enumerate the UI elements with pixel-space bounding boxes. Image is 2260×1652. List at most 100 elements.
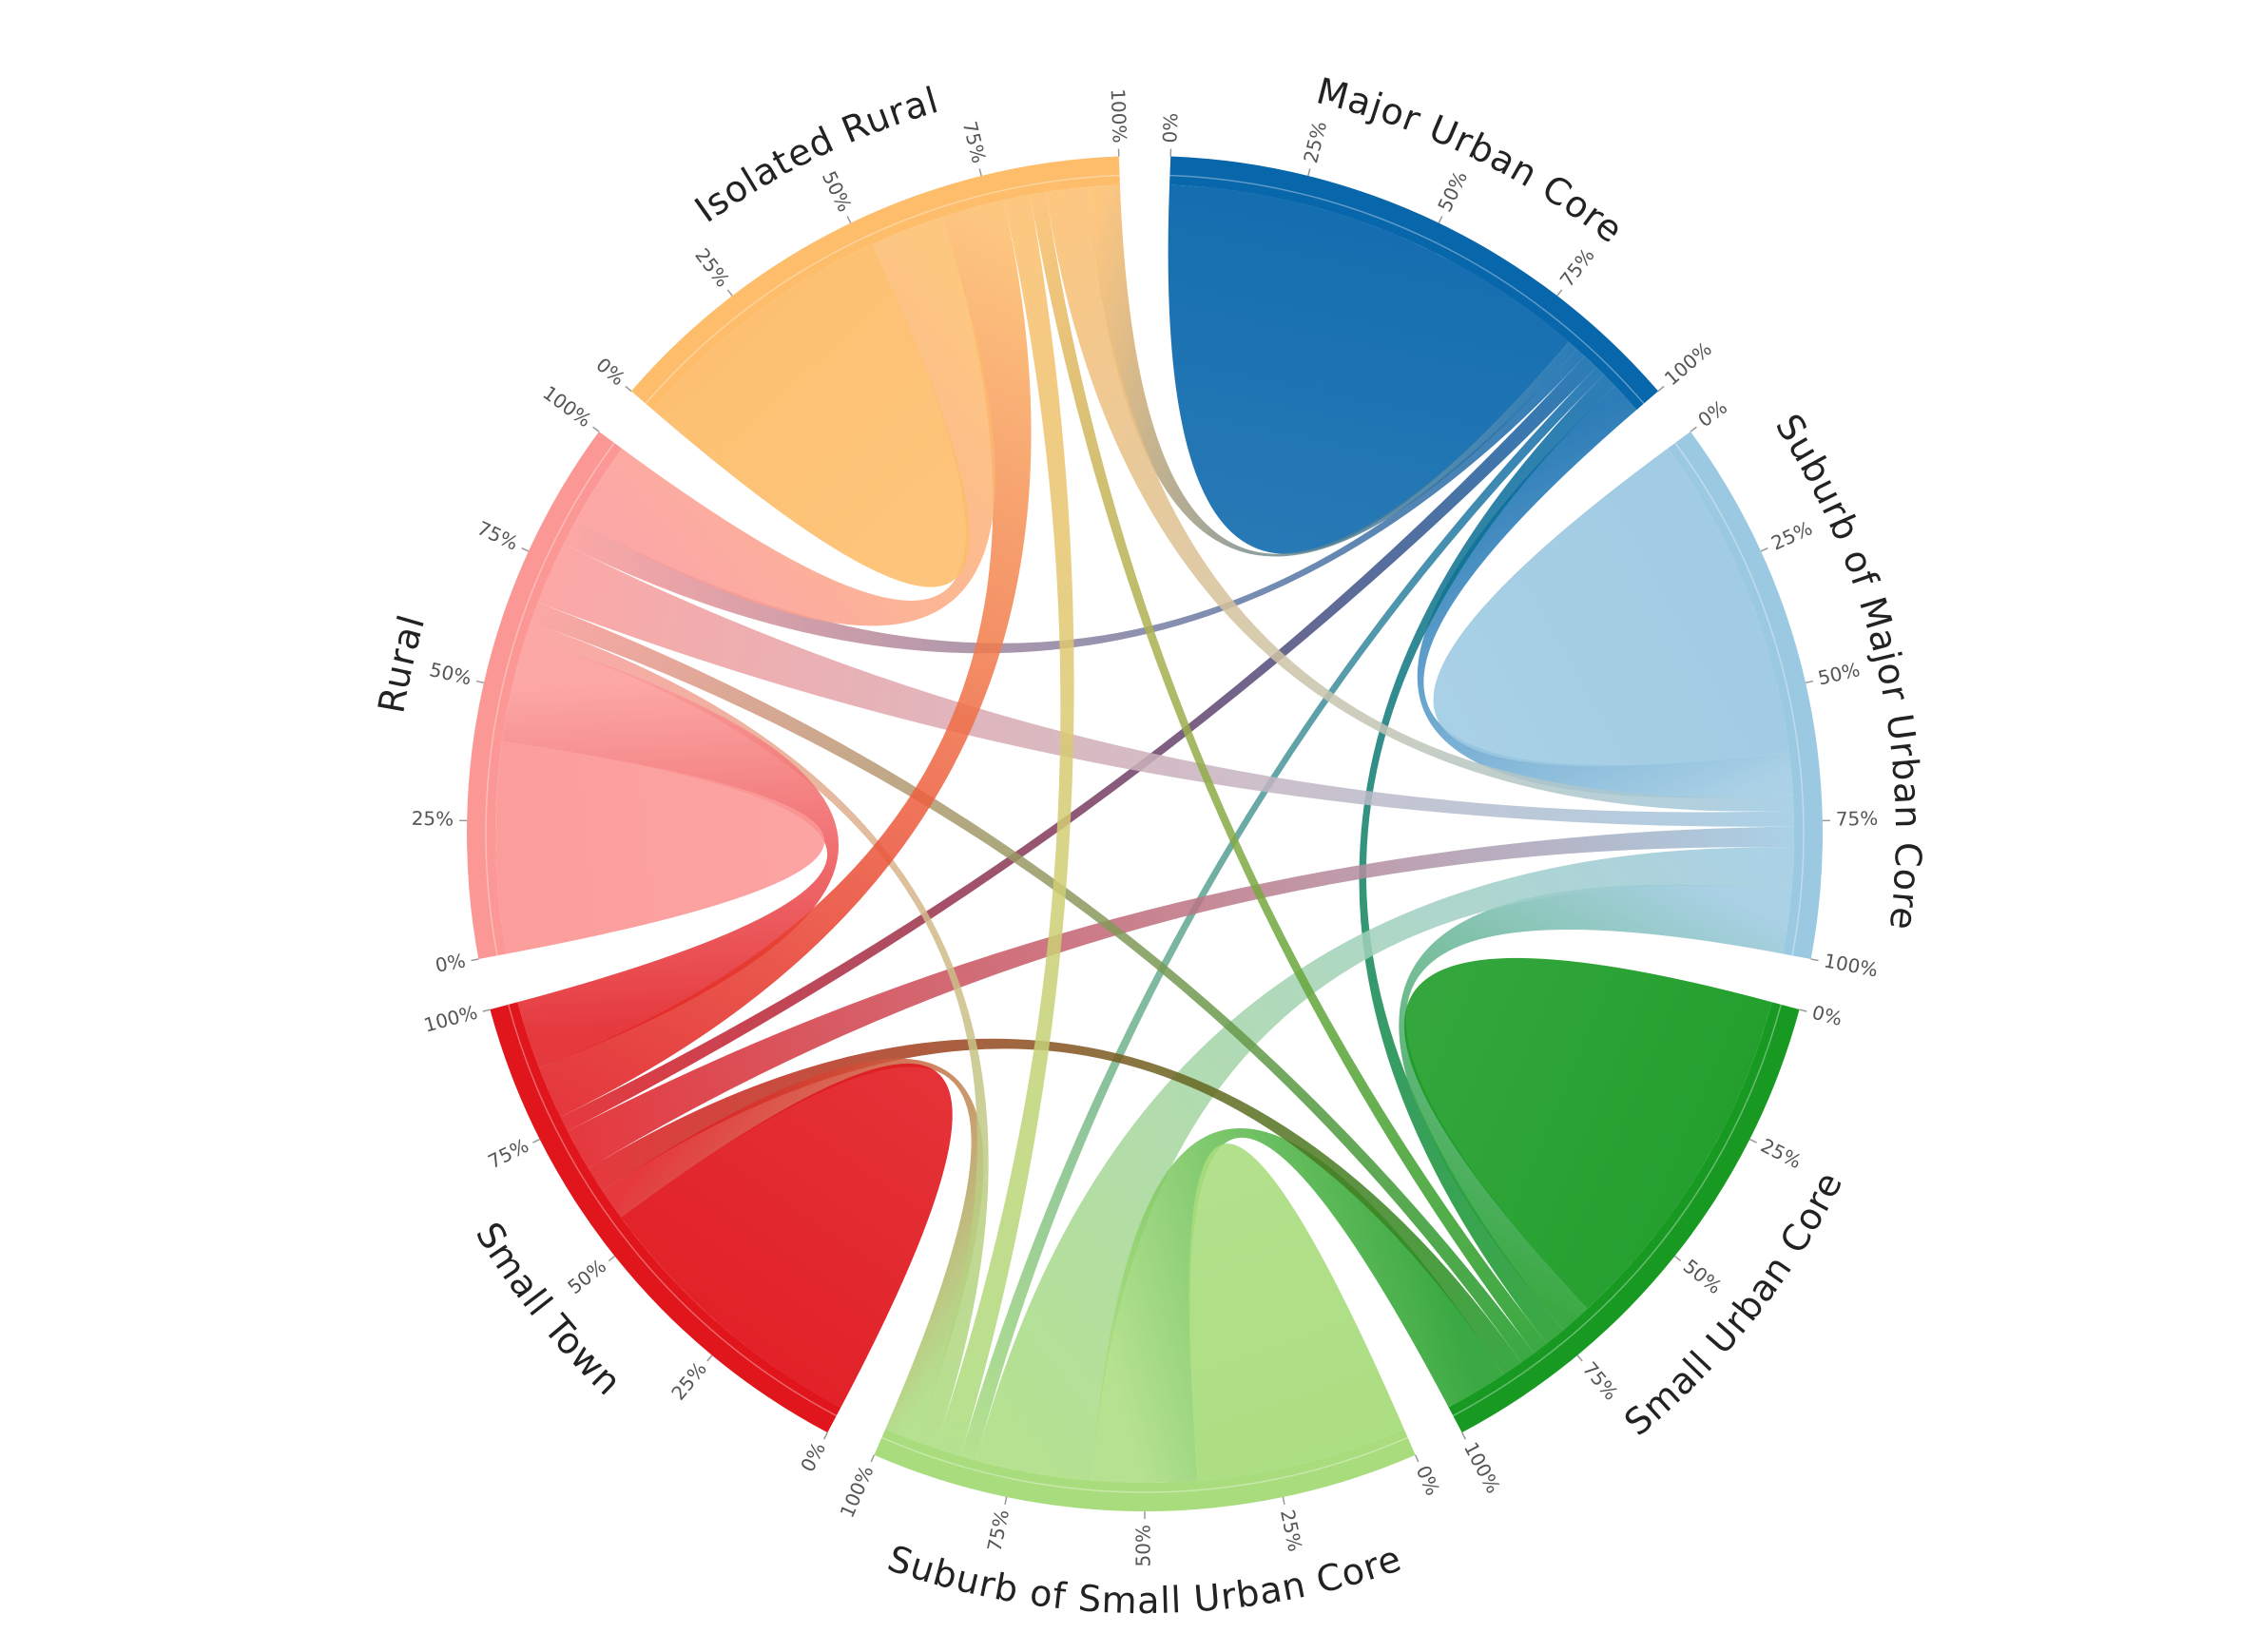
chord: [602, 1058, 984, 1441]
tick-mark: [1657, 385, 1665, 393]
tick-label: 75%: [484, 1134, 531, 1173]
tick-label: 50%: [428, 658, 474, 689]
tick-mark: [475, 680, 485, 684]
chord: [652, 243, 970, 587]
chord: [575, 217, 995, 626]
tick-mark: [822, 1431, 829, 1440]
tick-label: 100%: [836, 1462, 879, 1521]
chord: [935, 194, 1074, 1456]
chord: [1403, 957, 1772, 1309]
tick-mark: [706, 1354, 713, 1362]
tick-mark: [1799, 1008, 1807, 1012]
tick-mark: [521, 547, 530, 552]
group-arc-inner-line: [485, 442, 615, 956]
tick-mark: [1004, 1496, 1008, 1506]
tick-label: 25%: [1757, 1134, 1805, 1173]
tick-mark: [1673, 1255, 1682, 1262]
tick-mark: [608, 1255, 616, 1262]
group-arc: [467, 432, 623, 960]
tick-label: 75%: [982, 1508, 1014, 1553]
chord: [1399, 884, 1792, 1331]
tick-label: 50%: [818, 167, 857, 215]
tick-mark: [1805, 680, 1814, 684]
tick-mark: [625, 385, 632, 393]
group-arc: [490, 1002, 841, 1433]
tick-mark: [1760, 547, 1768, 552]
tick-mark: [1414, 1454, 1420, 1463]
chord: [620, 1063, 953, 1408]
group-arc: [1667, 432, 1823, 960]
tick-label: 50%: [1816, 658, 1863, 689]
chord: [537, 544, 1794, 827]
tick-mark: [1810, 958, 1819, 962]
tick-label: 0%: [434, 949, 468, 976]
tick-label: 50%: [1679, 1255, 1727, 1298]
tick-label: 0%: [591, 353, 629, 390]
tick-label: 100%: [1107, 88, 1131, 144]
tick-label: 100%: [421, 1001, 479, 1037]
tick-label: 0%: [1412, 1462, 1445, 1499]
tick-label: 50%: [1132, 1525, 1155, 1566]
tick-mark: [532, 1138, 540, 1143]
chords: [495, 184, 1794, 1484]
tick-mark: [1460, 1431, 1467, 1440]
tick-label: 25%: [666, 1357, 711, 1405]
tick-label: 75%: [1578, 1357, 1623, 1405]
tick-label: 75%: [958, 119, 991, 165]
tick-mark: [978, 168, 982, 177]
group-name-text: Rural: [370, 609, 432, 716]
tick-label: 25%: [1767, 516, 1815, 554]
chord: [975, 847, 1794, 1481]
tick-mark: [482, 1008, 491, 1012]
group-arc-inner-line: [508, 1004, 838, 1417]
chord: [495, 741, 825, 954]
group-arc: [1169, 156, 1659, 411]
tick-label: 0%: [1158, 112, 1182, 144]
tick-mark: [1438, 216, 1443, 223]
tick-label: 0%: [1693, 395, 1731, 432]
tick-label: 25%: [1276, 1508, 1307, 1553]
tick-label: 75%: [473, 516, 521, 554]
tick-label: 50%: [1433, 167, 1472, 215]
group-arc-inner-line: [1674, 442, 1805, 956]
tick-mark: [471, 958, 479, 962]
group-arc: [874, 1429, 1416, 1511]
tick-mark: [592, 426, 600, 432]
tick-label: 75%: [1555, 244, 1599, 292]
group-arc: [630, 156, 1120, 411]
chord: [1417, 386, 1793, 798]
group-arc-inner-line: [645, 174, 1120, 405]
tick-mark: [1282, 1496, 1285, 1506]
tick-label: 100%: [1459, 1438, 1505, 1497]
tick-mark: [1749, 1138, 1757, 1143]
tick-label: 100%: [538, 381, 595, 432]
tick-label: 25%: [1299, 119, 1331, 165]
tick-label: 100%: [1822, 949, 1880, 981]
tick-mark: [870, 1454, 876, 1463]
group-arc-inner-line: [881, 1436, 1408, 1493]
group-arcs: [467, 156, 1823, 1511]
chord: [1433, 448, 1789, 767]
tick-mark: [1556, 289, 1563, 297]
tick-mark: [1690, 426, 1697, 432]
tick-label: 25%: [411, 807, 454, 831]
tick-label: 25%: [690, 244, 734, 292]
chord: [525, 622, 989, 1449]
chord: [1088, 184, 1577, 557]
tick-label: 50%: [563, 1255, 610, 1298]
tick-label: 0%: [796, 1438, 830, 1475]
tick-label: 0%: [1809, 1001, 1845, 1030]
group-arc-inner-line: [1452, 1004, 1782, 1417]
chord: [1188, 1143, 1404, 1481]
tick-mark: [726, 289, 733, 297]
chord: [1168, 184, 1570, 554]
tick-label: 100%: [1660, 337, 1716, 391]
group-arc: [1448, 1002, 1800, 1433]
group-name: Rural: [370, 609, 433, 716]
group-arc-inner-line: [1169, 174, 1645, 405]
chord: [539, 200, 1032, 1117]
tick-label: 75%: [1836, 807, 1879, 831]
tick-mark: [1307, 168, 1311, 177]
